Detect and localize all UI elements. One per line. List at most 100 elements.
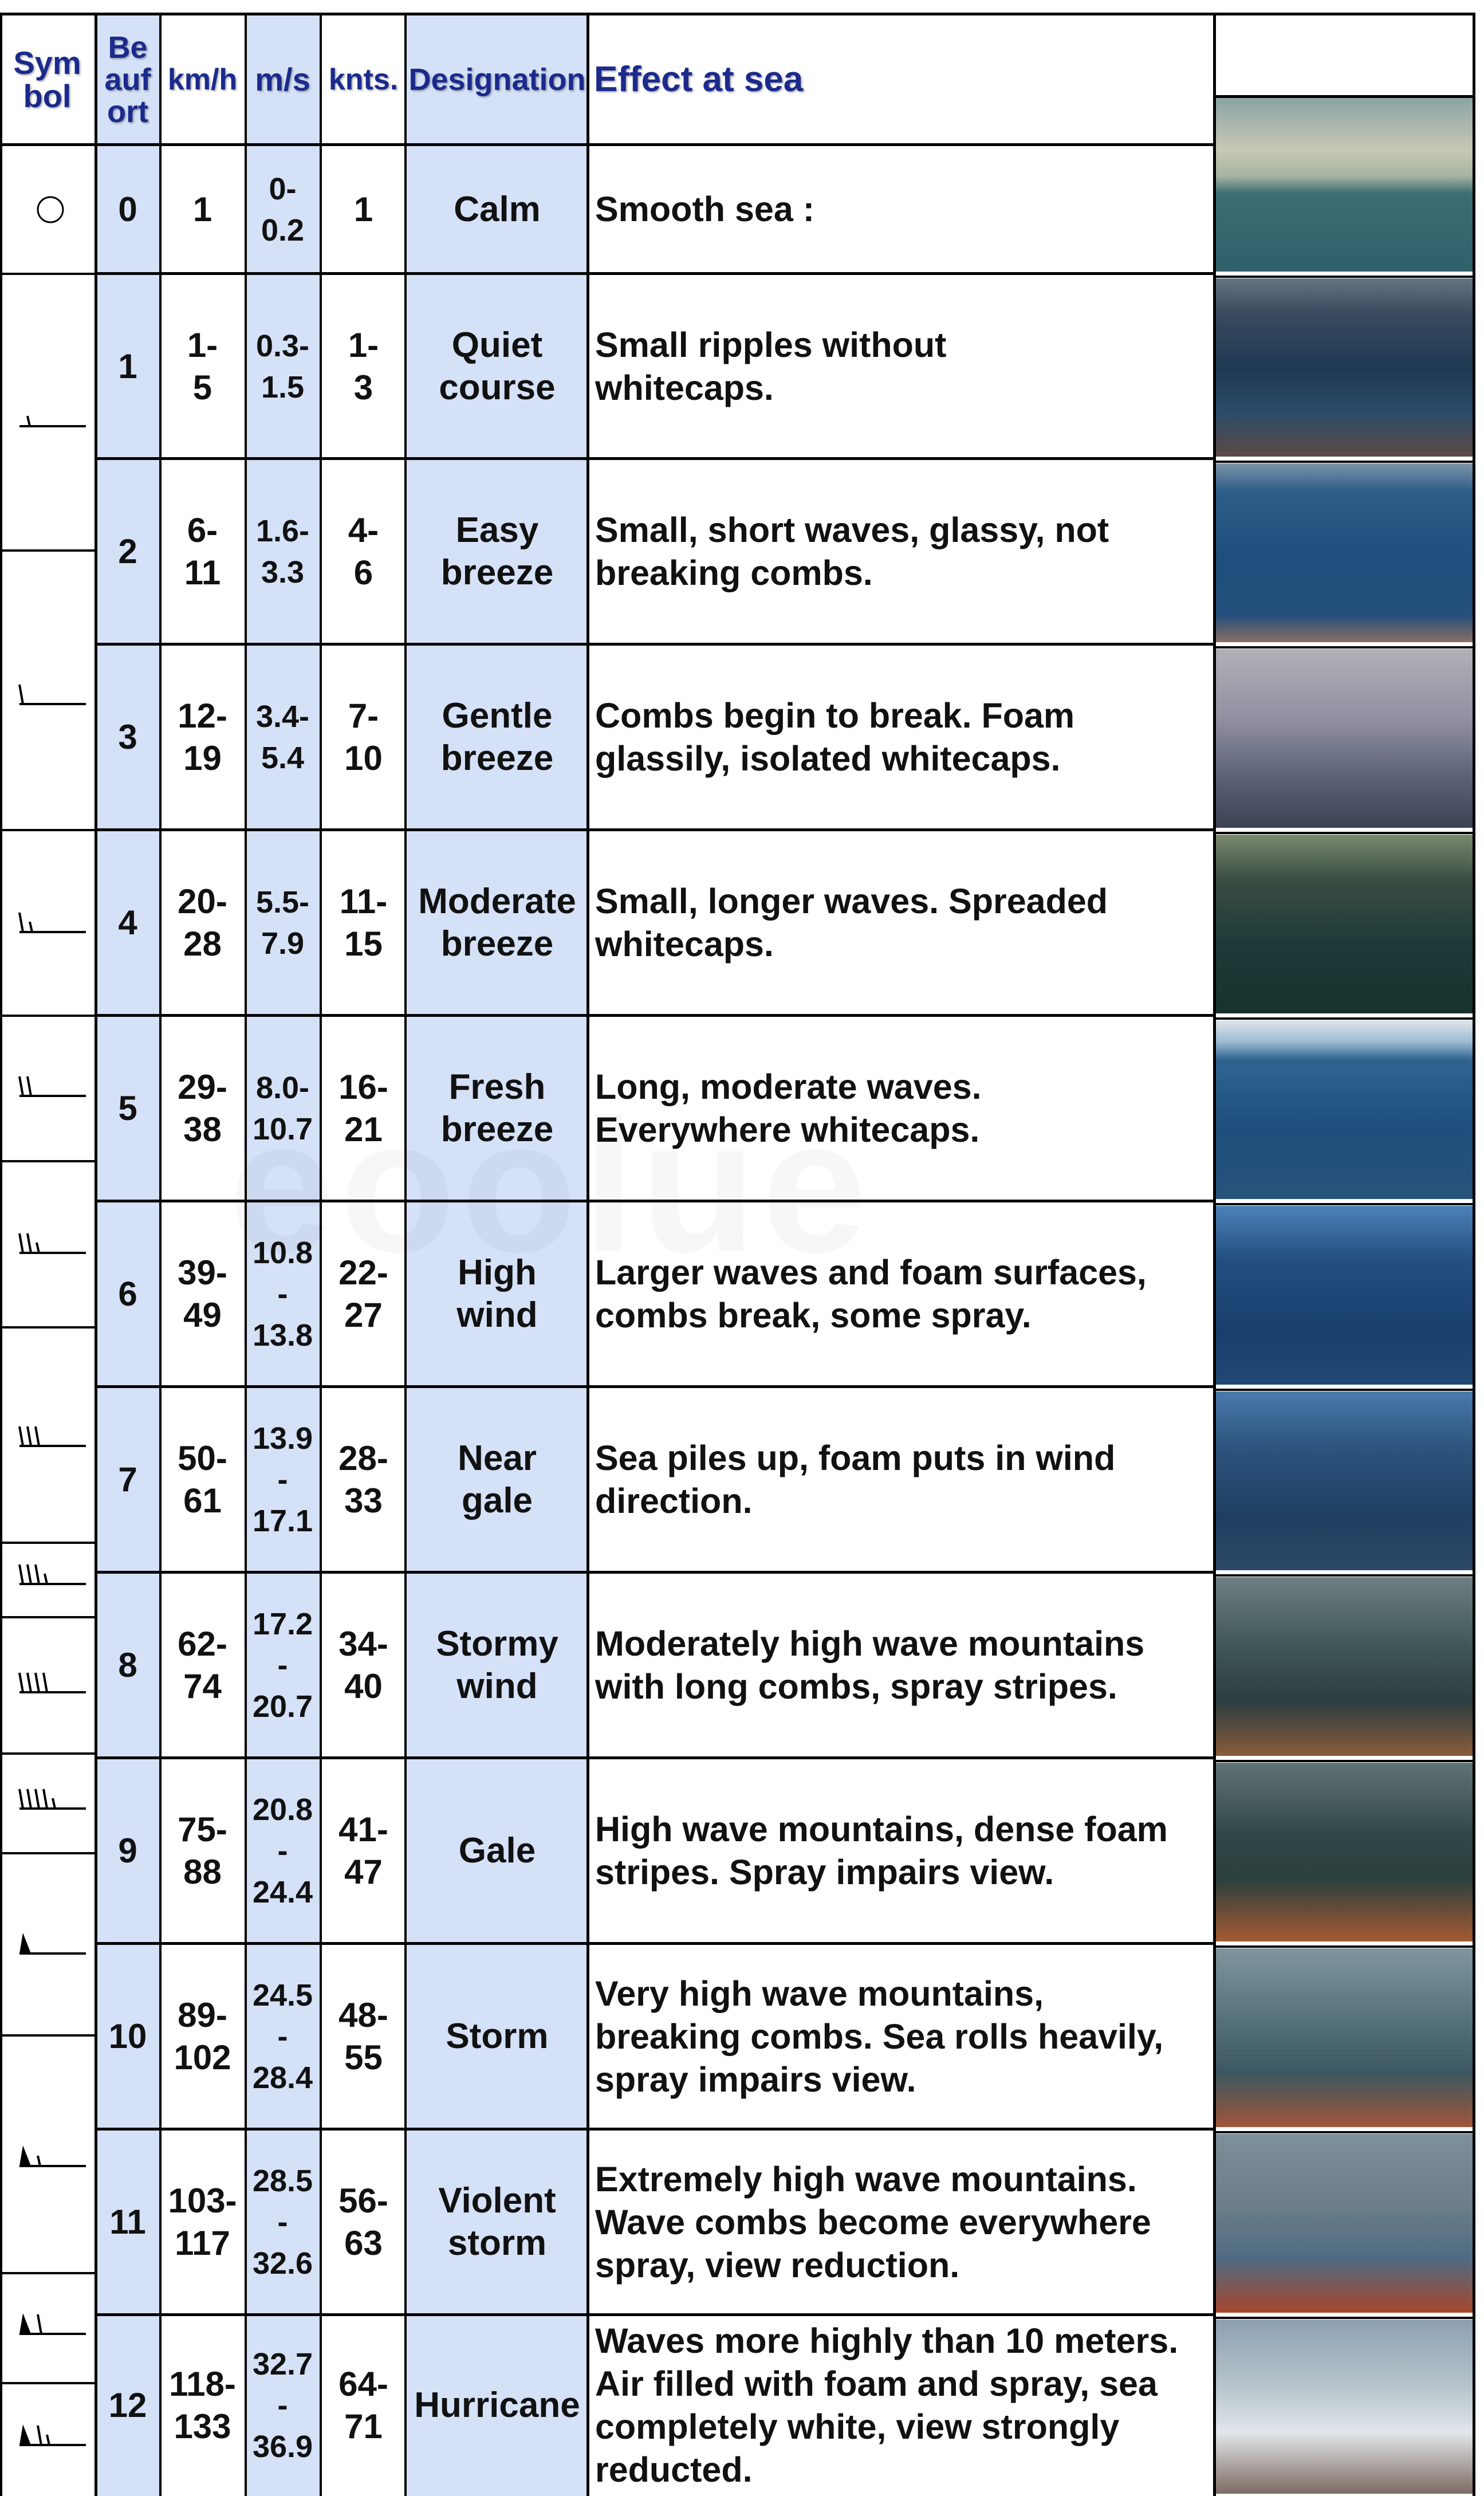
cell-ms: 13.9 - 17.1 (252, 1421, 313, 1538)
near-gale-photo (1214, 1392, 1473, 1570)
cell-ms: 0- 0.2 (261, 171, 305, 247)
wind-barb-4-icon (0, 1617, 95, 1754)
column-divider (586, 13, 589, 2496)
symbol-divider (0, 2382, 96, 2384)
cell-effect: Long, moderate waves. Everywhere whitecap… (588, 1016, 1214, 1201)
cell-effect: Moderately high wave mountains with long … (588, 1573, 1214, 1758)
effect-line: direction. (595, 1481, 753, 1520)
cell-effect: Larger waves and foam surfaces, combs bre… (588, 1201, 1214, 1387)
cell-effect: Sea piles up, foam puts in wind direction… (588, 1387, 1214, 1573)
photo-divider (1213, 1760, 1475, 1762)
cell-effect: High wave mountains, dense foam stripes. … (588, 1758, 1214, 1944)
cell-ms: 0.3- 1.5 (255, 328, 310, 404)
effect-line: Small, short waves, glassy, not (595, 510, 1109, 549)
effect-line: glassily, isolated whitecaps. (595, 739, 1061, 778)
effect-line: spray, view reduction. (595, 2245, 960, 2285)
effect-line: Very high wave mountains, (595, 1974, 1044, 2013)
effect-line: stripes. Spray impairs view. (595, 1853, 1054, 1892)
row-divider (95, 1942, 1216, 1945)
header-designation: Designation (408, 62, 586, 97)
cell-effect: Small, short waves, glassy, not breaking … (588, 459, 1214, 644)
effect-line: spray impairs view. (595, 2059, 916, 2099)
wind-barb-2-icon (0, 1016, 95, 1161)
column-divider (95, 13, 97, 2496)
effect-line: Small ripples without (595, 325, 947, 364)
effect-line: Larger waves and foam surfaces, (595, 1253, 1147, 1292)
cell-knots: 28- 33 (338, 1439, 388, 1520)
symbol-divider (0, 549, 96, 552)
effect-line: with long combs, spray stripes. (595, 1667, 1117, 1706)
symbol-divider (0, 2272, 96, 2274)
watermark: eoolue (229, 1077, 872, 1295)
violent-storm-photo (1214, 2134, 1473, 2313)
cell-kmh: 29- 38 (178, 1068, 227, 1149)
cell-beaufort: 6 (118, 1275, 137, 1313)
cell-knots: 16- 21 (338, 1068, 388, 1149)
storm-photo (1214, 1948, 1473, 2127)
effect-line: Long, moderate waves. (595, 1067, 982, 1106)
row-divider (95, 643, 1216, 646)
header-divider (0, 143, 1214, 146)
cell-ms: 20.8 - 24.4 (252, 1793, 313, 1909)
effect-line: Extremely high wave mountains. (595, 2159, 1137, 2199)
cell-kmh: 1 (192, 190, 212, 229)
cell-ms: 8.0- 10.7 (252, 1071, 313, 1146)
column-divider (1213, 13, 1216, 2496)
photo-top-border (1213, 95, 1475, 98)
ms-column-bg (245, 14, 321, 2496)
cell-designation: Stormy wind (436, 1624, 558, 1706)
cell-kmh: 39- 49 (178, 1253, 227, 1334)
photo-divider (1213, 276, 1475, 278)
cell-designation: Storm (446, 2017, 549, 2056)
cell-beaufort: 1 (118, 347, 137, 386)
gale-photo (1214, 1763, 1473, 1941)
gentle-breeze-photo (1214, 649, 1473, 828)
effect-line: Air filled with foam and spray, sea (595, 2364, 1158, 2403)
cell-knots: 41- 47 (338, 1810, 388, 1891)
symbol-divider (0, 1852, 96, 1854)
effect-line: Smooth sea : (595, 190, 815, 229)
cell-designation: Near gale (458, 1438, 537, 1520)
cell-kmh: 20- 28 (178, 882, 227, 963)
effect-line: Wave combs become everywhere (595, 2202, 1151, 2242)
header-effect: Effect at sea (594, 60, 804, 99)
cell-beaufort: 0 (118, 190, 137, 229)
effect-line: combs break, some spray. (595, 1296, 1032, 1335)
wind-barb-4-half-icon (0, 1754, 95, 1853)
cell-beaufort: 2 (118, 532, 137, 571)
cell-ms: 32.7 - 36.9 (252, 2347, 313, 2464)
effect-line: completely white, view strongly (595, 2407, 1120, 2446)
wind-barb-1-icon (0, 551, 95, 830)
effect-line: reducted. (595, 2450, 753, 2489)
cell-effect: Waves more highly than 10 meters. Air fil… (588, 2315, 1214, 2496)
calm-sea-photo (1214, 97, 1473, 272)
cell-designation: Easy breeze (440, 510, 554, 592)
row-divider (95, 2128, 1216, 2131)
symbol-divider (0, 1752, 96, 1755)
cell-ms: 28.5 - 32.6 (252, 2164, 313, 2281)
cell-designation: Gentle breeze (440, 696, 554, 778)
cell-kmh: 50- 61 (178, 1439, 227, 1520)
row-divider (95, 1571, 1216, 1574)
cell-ms: 24.5 - 28.4 (252, 1978, 313, 2095)
cell-beaufort: 12 (108, 2386, 147, 2424)
effect-line: Everywhere whitecaps. (595, 1110, 980, 1149)
symbol-divider (0, 1326, 96, 1328)
cell-kmh: 118- 133 (169, 2365, 236, 2446)
cell-knots: 48- 55 (338, 1996, 388, 2077)
cell-ms: 1.6- 3.3 (255, 514, 310, 589)
header-kmh: km/h (167, 63, 238, 96)
cell-effect: Small, longer waves. Spreaded whitecaps. (588, 830, 1214, 1016)
column-divider (0, 13, 2, 2496)
column-divider (159, 13, 162, 2496)
cell-beaufort: 4 (118, 903, 137, 942)
row-divider (95, 1756, 1216, 1759)
stormy-wind-photo (1214, 1577, 1473, 1756)
cell-designation: Moderate breeze (418, 882, 576, 964)
effect-line: Waves more highly than 10 meters. (595, 2321, 1179, 2360)
photo-divider (1213, 832, 1475, 834)
effect-line: Small, longer waves. Spreaded (595, 882, 1108, 921)
table-top-border (0, 13, 1475, 15)
cell-designation: Quiet course (439, 325, 556, 407)
